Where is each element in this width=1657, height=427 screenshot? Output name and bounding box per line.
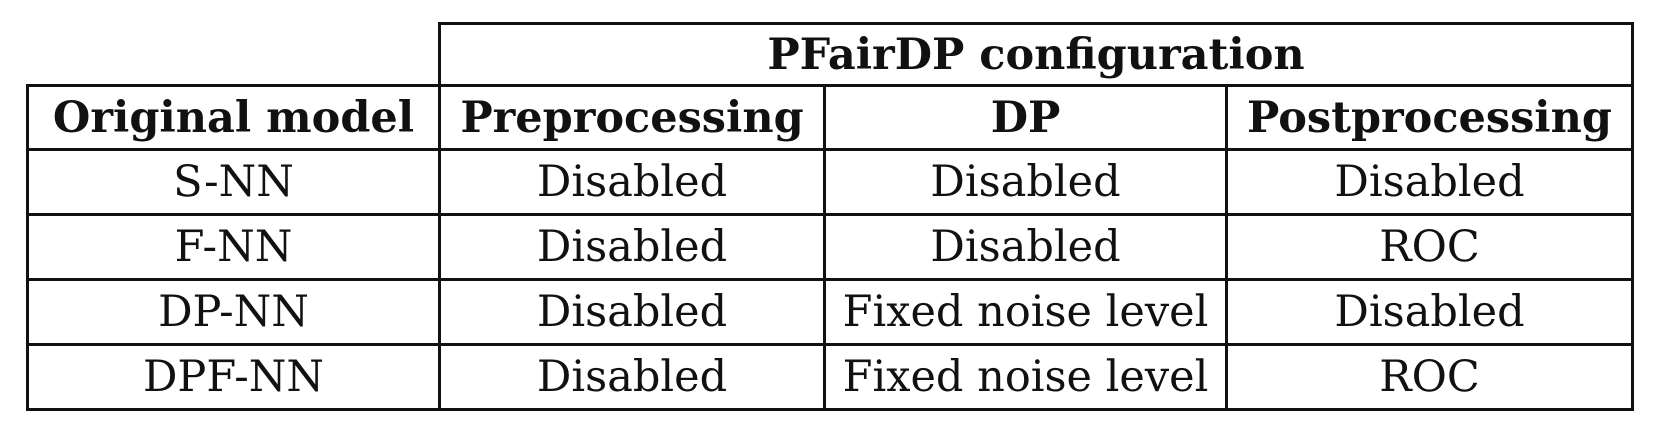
cell-original-model: F-NN: [26, 213, 441, 281]
cell-postprocessing: ROC: [1225, 343, 1634, 411]
column-header-postprocessing: Postprocessing: [1225, 84, 1634, 151]
cell-preprocessing: Disabled: [438, 148, 826, 216]
column-header-dp: DP: [823, 84, 1228, 151]
cell-preprocessing: Disabled: [438, 343, 826, 411]
cell-postprocessing: Disabled: [1225, 278, 1634, 346]
cell-original-model: DPF-NN: [26, 343, 441, 411]
configuration-table-container: PFairDP configuration Original model Pre…: [26, 22, 1634, 411]
configuration-table: PFairDP configuration Original model Pre…: [26, 22, 1634, 411]
group-header-pfairdp-configuration: PFairDP configuration: [438, 22, 1634, 87]
cell-dp: Fixed noise level: [823, 343, 1228, 411]
cell-postprocessing: ROC: [1225, 213, 1634, 281]
table-row: F-NN Disabled Disabled ROC: [26, 213, 1634, 281]
cell-dp: Disabled: [823, 148, 1228, 216]
column-header-row: Original model Preprocessing DP Postproc…: [26, 84, 1634, 151]
table-row: S-NN Disabled Disabled Disabled: [26, 148, 1634, 216]
cell-preprocessing: Disabled: [438, 278, 826, 346]
column-header-original-model: Original model: [26, 84, 441, 151]
cell-preprocessing: Disabled: [438, 213, 826, 281]
cell-postprocessing: Disabled: [1225, 148, 1634, 216]
cell-original-model: DP-NN: [26, 278, 441, 346]
table-row: DPF-NN Disabled Fixed noise level ROC: [26, 343, 1634, 411]
group-header-row: PFairDP configuration: [27, 22, 1634, 87]
cell-original-model: S-NN: [26, 148, 441, 216]
cell-dp: Disabled: [823, 213, 1228, 281]
column-header-preprocessing: Preprocessing: [438, 84, 826, 151]
empty-corner-cell: [27, 23, 441, 87]
cell-dp: Fixed noise level: [823, 278, 1228, 346]
table-row: DP-NN Disabled Fixed noise level Disable…: [26, 278, 1634, 346]
